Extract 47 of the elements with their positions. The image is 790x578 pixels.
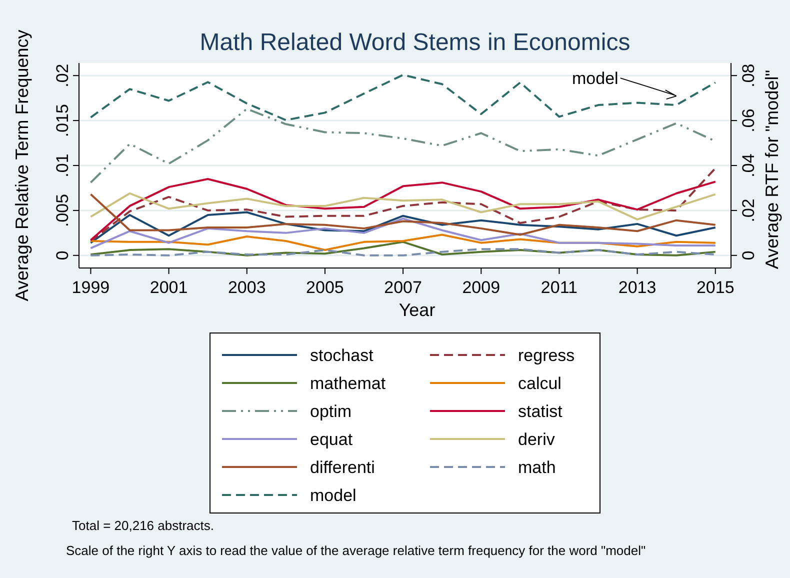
x-tick-label: 2003 bbox=[228, 278, 266, 297]
line-series bbox=[90, 167, 716, 242]
x-tick-label: 1999 bbox=[72, 278, 110, 297]
legend-label: model bbox=[310, 486, 356, 505]
y-tick-label: .02 bbox=[53, 64, 72, 88]
y-tick-label: 0 bbox=[53, 250, 72, 260]
x-tick-label: 2005 bbox=[306, 278, 344, 297]
legend-label: differenti bbox=[310, 458, 375, 477]
legend-label: optim bbox=[310, 402, 352, 421]
y-tick-label: .005 bbox=[53, 194, 72, 228]
legend-label: deriv bbox=[518, 430, 556, 449]
y2-tick-label: .08 bbox=[739, 64, 758, 88]
x-tick-label: 2011 bbox=[540, 278, 578, 297]
y2-axis-title: Average RTF for "model" bbox=[762, 70, 782, 270]
legend-label: mathemat bbox=[310, 374, 386, 393]
line-series bbox=[90, 218, 716, 250]
x-tick-label: 2001 bbox=[150, 278, 188, 297]
x-tick-label: 2007 bbox=[384, 278, 422, 297]
line-series bbox=[90, 240, 716, 256]
y2-tick-label: .02 bbox=[739, 198, 758, 222]
legend-label: equat bbox=[310, 430, 353, 449]
y2-tick-label: .04 bbox=[739, 154, 758, 178]
y-tick-label: .01 bbox=[53, 154, 72, 178]
y2-tick-label: .06 bbox=[739, 108, 758, 132]
chart-title: Math Related Word Stems in Economics bbox=[200, 29, 630, 56]
legend-label: statist bbox=[518, 402, 563, 421]
line-series bbox=[90, 248, 716, 256]
x-axis-title: Year bbox=[398, 300, 436, 320]
x-tick-label: 2013 bbox=[618, 278, 656, 297]
line-series bbox=[90, 211, 716, 244]
line-series bbox=[90, 193, 716, 236]
line-series bbox=[90, 192, 716, 220]
legend-label: math bbox=[518, 458, 556, 477]
line-series bbox=[90, 234, 716, 252]
text: Scale of the right Y axis to read the value of the average relative term frequency for the word "model" bbox=[66, 543, 646, 558]
x-tick-label: 2015 bbox=[696, 278, 734, 297]
annotation: model bbox=[572, 69, 618, 88]
legend-label: regress bbox=[518, 346, 575, 365]
text: Total = 20,216 abstracts. bbox=[72, 518, 214, 533]
y-axis-title: Average Relative Term Frequency bbox=[12, 30, 32, 302]
y-tick-label: .015 bbox=[53, 104, 72, 138]
x-tick-label: 2009 bbox=[462, 278, 500, 297]
line-series bbox=[90, 74, 716, 122]
y2-tick-label: 0 bbox=[739, 250, 758, 260]
legend-label: stochast bbox=[310, 346, 374, 365]
line-series bbox=[90, 178, 716, 242]
legend-label: calcul bbox=[518, 374, 562, 393]
